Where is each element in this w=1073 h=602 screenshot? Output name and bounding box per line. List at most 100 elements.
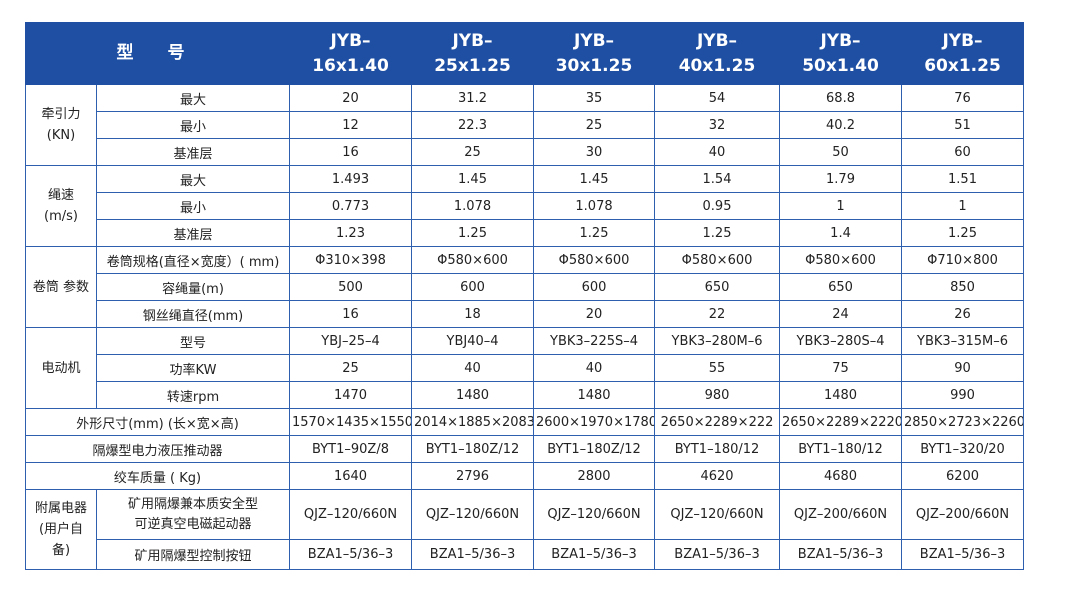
table-cell: 0.95 [654,192,781,220]
table-cell: BYT1–320/20 [901,435,1025,463]
table-cell: 20 [289,84,413,112]
table-cell: 76 [901,84,1025,112]
table-cell: 500 [289,273,413,301]
table-cell: 2650×2289×222 [654,408,781,436]
group-traction: 牵引力 (KN) [25,84,97,166]
model-header: JYB– 60x1.25 [901,22,1025,85]
table-cell: 25 [411,138,535,166]
row-label: 外形尺寸(mm) (长×宽×高) [24,408,291,436]
table-cell: YBJ–25–4 [289,327,413,355]
table-cell: 12 [289,111,413,139]
table-cell: 2600×1970×1780 [533,408,656,436]
table-row: 电动机 型号 YBJ–25–4 YBJ40–4 YBK3–225S–4 YBK3… [25,327,1025,409]
table-cell: 650 [654,273,781,301]
table-cell: 1.51 [901,165,1025,193]
table-cell: 20 [533,300,656,328]
table-cell: 1480 [533,381,656,409]
table-cell: 1.23 [289,219,413,247]
table-cell: 1 [779,192,903,220]
table-cell: 2800 [533,462,656,490]
table-cell: 1.54 [654,165,781,193]
table-cell: 1 [901,192,1025,220]
model-size: 60x1.25 [924,55,1001,76]
table-row: 基准层 16 25 30 40 50 60 [26,138,1025,166]
row-label: 绞车质量 ( Kg) [24,462,291,490]
table-cell: 1.078 [533,192,656,220]
row-label: 型号 [95,327,291,355]
row-label: 矿用隔爆兼本质安全型 可逆真空电磁起动器 [95,489,291,540]
table-cell: Φ580×600 [533,246,656,274]
row-label: 卷筒规格(直径×宽度）( mm) [95,246,291,274]
row-label: 隔爆型电力液压推动器 [24,435,291,463]
table-cell: BZA1–5/36–3 [901,539,1025,570]
table-cell: 25 [289,354,413,382]
model-header: JYB– 40x1.25 [654,22,781,85]
table-cell: YBK3–315M–6 [901,327,1025,355]
group-label: 绳速 [47,188,74,203]
table-cell: 51 [901,111,1025,139]
model-header: JYB– 30x1.25 [533,22,656,85]
model-prefix: JYB– [330,30,371,51]
table-cell: 75 [779,354,903,382]
table-cell: QJZ–120/660N [533,489,656,540]
table-cell: 68.8 [779,84,903,112]
table-cell: QJZ–200/660N [779,489,903,540]
model-size: 25x1.25 [434,55,511,76]
group-label: 附属电器 [34,501,87,516]
table-cell: 40 [411,354,535,382]
group-label: (用户自 [38,522,84,537]
table-cell: Φ580×600 [411,246,535,274]
group-motor: 电动机 [25,327,97,409]
table-cell: YBJ40–4 [411,327,535,355]
model-prefix: JYB– [942,30,983,51]
table-cell: QJZ–120/660N [654,489,781,540]
row-label: 基准层 [95,138,291,166]
table-cell: YBK3–225S–4 [533,327,656,355]
model-header: JYB– 25x1.25 [411,22,535,85]
table-cell: 6200 [901,462,1025,490]
table-cell: QJZ–120/660N [411,489,535,540]
table-cell: 25 [533,111,656,139]
table-cell: 1.25 [533,219,656,247]
model-header: JYB– 50x1.40 [779,22,903,85]
table-row: 卷筒 参数 卷筒规格(直径×宽度）( mm) Φ310×398 Φ580×600… [25,246,1025,328]
table-cell: Φ580×600 [654,246,781,274]
table-row: 最小 0.773 1.078 1.078 0.95 1 1 [26,192,1025,220]
table-cell: 54 [654,84,781,112]
table-cell: 850 [901,273,1025,301]
row-label: 最大 [95,165,291,193]
table-cell: 24 [779,300,903,328]
row-label-line: 可逆真空电磁起动器 [134,516,252,532]
table-cell: 16 [289,138,413,166]
table-cell: QJZ–200/660N [901,489,1025,540]
group-unit: (KN) [46,128,76,143]
table-row: 牵引力 (KN) 最大 20 31.2 35 54 68.8 76 [25,84,1025,166]
table-cell: 60 [901,138,1025,166]
model-size: 40x1.25 [678,55,756,76]
table-row: 外形尺寸(mm) (长×宽×高) 1570×1435×1550 2014×188… [24,408,1025,436]
table-cell: 600 [533,273,656,301]
table-row: 基准层 1.23 1.25 1.25 1.25 1.4 1.25 [26,219,1025,247]
row-label: 最小 [95,192,291,220]
table-cell: 1.45 [411,165,535,193]
table-cell: 980 [654,381,781,409]
row-label: 基准层 [95,219,291,247]
group-accessory: 附属电器 (用户自 备) [25,489,97,570]
table-cell: 32 [654,111,781,139]
table-cell: 1480 [779,381,903,409]
table-cell: 90 [901,354,1025,382]
table-cell: 40 [654,138,781,166]
model-label: 型 号 [24,22,291,85]
model-size: 50x1.40 [802,55,879,76]
table-cell: 2850×2723×2260 [901,408,1025,436]
table-cell: 1570×1435×1550 [289,408,413,436]
table-cell: 40 [533,354,656,382]
table-row: 最小 12 22.3 25 32 40.2 51 [26,111,1025,139]
table-row: 转速rpm 1470 1480 1480 980 1480 990 [26,381,1025,409]
table-cell: BZA1–5/36–3 [779,539,903,570]
table-cell: YBK3–280M–6 [654,327,781,355]
row-label: 容绳量(m) [95,273,291,301]
table-cell: 0.773 [289,192,413,220]
table-cell: 35 [533,84,656,112]
table-cell: 50 [779,138,903,166]
